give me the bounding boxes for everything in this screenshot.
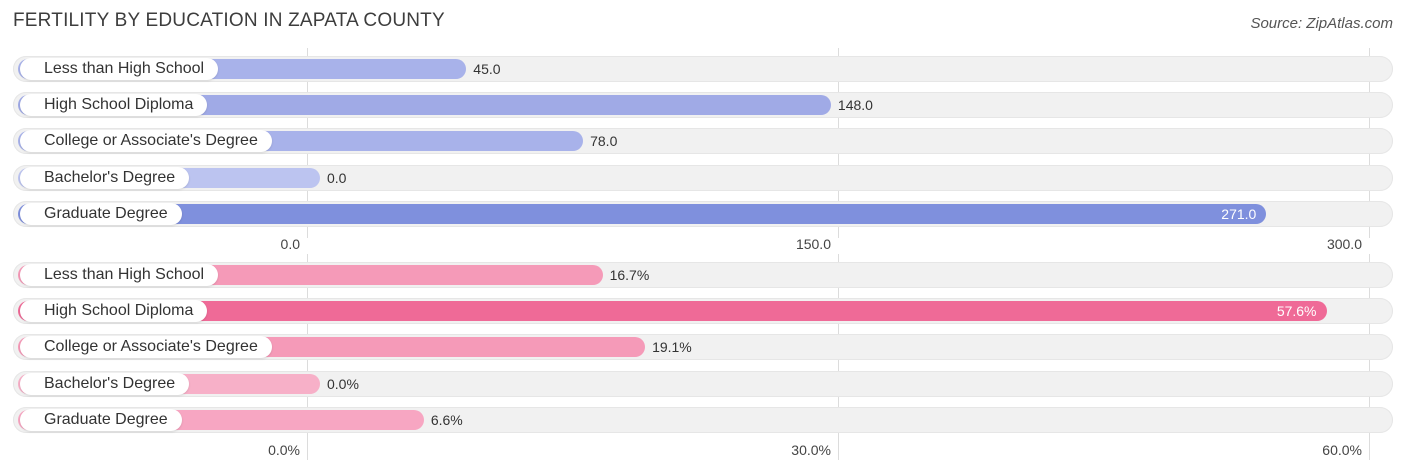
value-label: 57.6% (1276, 303, 1317, 319)
category-label: College or Associate's Degree (20, 336, 272, 358)
category-label: High School Diploma (20, 94, 208, 116)
bar (18, 204, 1267, 224)
value-label: 271.0 (1221, 206, 1257, 222)
source-link[interactable]: Source: ZipAtlas.com (1250, 15, 1393, 32)
category-label: Less than High School (20, 58, 219, 80)
value-label: 0.0% (327, 376, 359, 392)
category-label: College or Associate's Degree (20, 130, 272, 152)
x-tick-label: 30.0% (791, 442, 831, 458)
value-label: 0.0 (327, 170, 347, 186)
category-label: Bachelor's Degree (20, 373, 190, 395)
chart-title: FERTILITY BY EDUCATION IN ZAPATA COUNTY (13, 10, 445, 31)
category-label: High School Diploma (20, 300, 208, 322)
category-label: Bachelor's Degree (20, 167, 190, 189)
bar (18, 301, 1327, 321)
value-label: 78.0 (590, 133, 618, 149)
category-label: Less than High School (20, 264, 219, 286)
category-label: Graduate Degree (20, 203, 182, 225)
value-label: 148.0 (837, 97, 873, 113)
x-tick-label: 0.0 (280, 236, 300, 252)
value-label: 45.0 (473, 61, 501, 77)
x-tick-label: 300.0 (1326, 236, 1362, 252)
x-tick-label: 60.0% (1322, 442, 1362, 458)
value-label: 6.6% (430, 412, 463, 428)
x-tick-label: 150.0 (795, 236, 831, 252)
category-label: Graduate Degree (20, 409, 182, 431)
value-label: 16.7% (609, 267, 650, 283)
bar (18, 95, 831, 115)
x-tick-label: 0.0% (268, 442, 300, 458)
value-label: 19.1% (652, 339, 692, 355)
